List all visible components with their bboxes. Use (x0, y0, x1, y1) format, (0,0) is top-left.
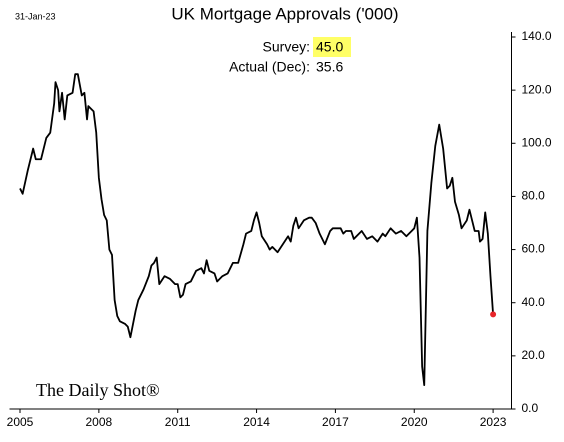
x-tick-label: 2005 (7, 415, 34, 429)
y-tick-label: 100.0 (522, 135, 552, 149)
annotation-value: 45.0 (316, 39, 343, 55)
source: The Daily Shot® (36, 380, 160, 400)
x-tick-label: 2014 (243, 415, 270, 429)
series-line (19, 73, 494, 386)
date-label: 31-Jan-23 (15, 11, 56, 21)
annotation-label: Survey: (263, 39, 310, 55)
x-tick-label: 2020 (401, 415, 428, 429)
y-tick-label: 60.0 (522, 242, 546, 256)
annotation-value: 35.6 (316, 59, 343, 75)
annotation-label: Actual (Dec): (229, 59, 310, 75)
y-tick-label: 40.0 (522, 295, 546, 309)
y-tick-label: 80.0 (522, 189, 546, 203)
x-tick-label: 2023 (480, 415, 507, 429)
chart-title: UK Mortgage Approvals ('000) (171, 4, 398, 23)
highlight (313, 37, 351, 57)
x-tick-label: 2011 (165, 415, 191, 429)
last-point (490, 311, 497, 318)
y-tick-label: 0.0 (522, 401, 539, 415)
y-tick-label: 120.0 (522, 82, 552, 96)
x-tick-label: 2008 (86, 415, 113, 429)
y-tick-label: 140.0 (522, 29, 552, 43)
x-tick-label: 2017 (322, 415, 349, 429)
y-tick-label: 20.0 (522, 348, 546, 362)
